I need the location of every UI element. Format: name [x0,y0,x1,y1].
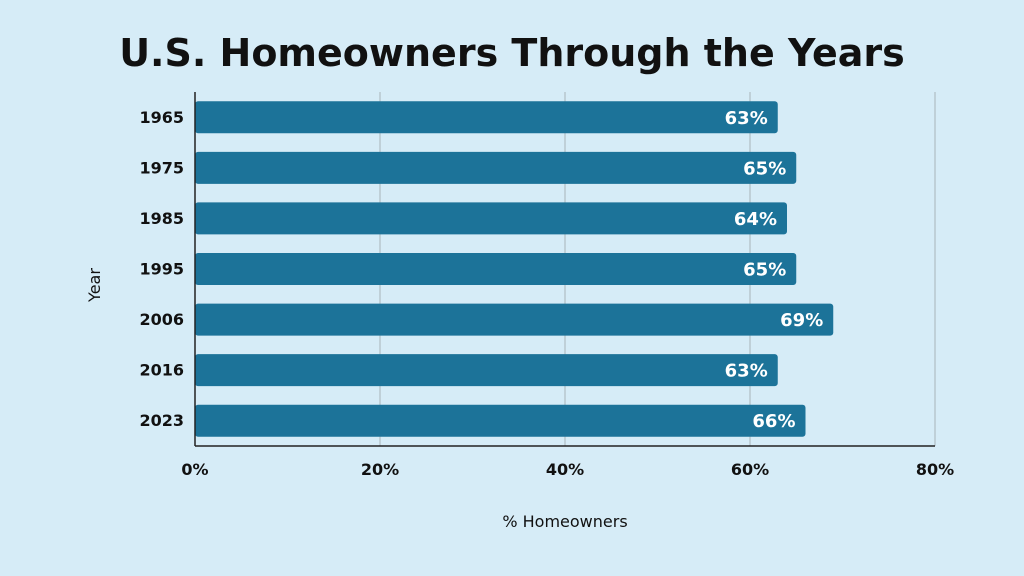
bar-1985 [195,202,787,235]
y-tick-label-2006: 2006 [139,310,184,329]
bar-1975 [195,151,797,184]
x-tick-label-40: 40% [546,460,584,479]
x-tick-label-60: 60% [731,460,769,479]
bar-1965 [195,101,778,134]
data-label-2006: 69% [780,310,823,331]
y-tick-label-1985: 1985 [139,209,184,228]
x-axis-title: % Homeowners [502,512,627,531]
bars: 63% 65% 64% 65% 69% 63% 66% [195,101,834,437]
data-label-1965: 63% [725,108,768,129]
y-tick-label-1995: 1995 [139,260,184,279]
y-tick-label-2016: 2016 [139,361,184,380]
x-tick-label-80: 80% [916,460,954,479]
data-label-1995: 65% [743,260,786,281]
data-label-2016: 63% [725,361,768,382]
bar-2016 [195,354,778,387]
chart-title: U.S. Homeowners Through the Years [119,31,905,75]
data-label-1985: 64% [734,209,777,230]
x-tick-label-0: 0% [181,460,208,479]
bar-2006 [195,303,834,336]
y-axis-title: Year [85,268,104,303]
y-tick-label-1965: 1965 [139,108,184,127]
y-tick-label-2023: 2023 [139,411,184,430]
tick-labels: 0% 20% 40% 60% 80% 1965 1975 1985 1995 2006 2016 20… [139,108,954,479]
y-tick-label-1975: 1975 [139,158,184,177]
data-label-1975: 65% [743,158,786,179]
x-tick-label-20: 20% [361,460,399,479]
bar-1995 [195,253,797,285]
bar-2023 [195,404,806,437]
data-label-2023: 66% [752,411,795,432]
axes [194,92,935,447]
